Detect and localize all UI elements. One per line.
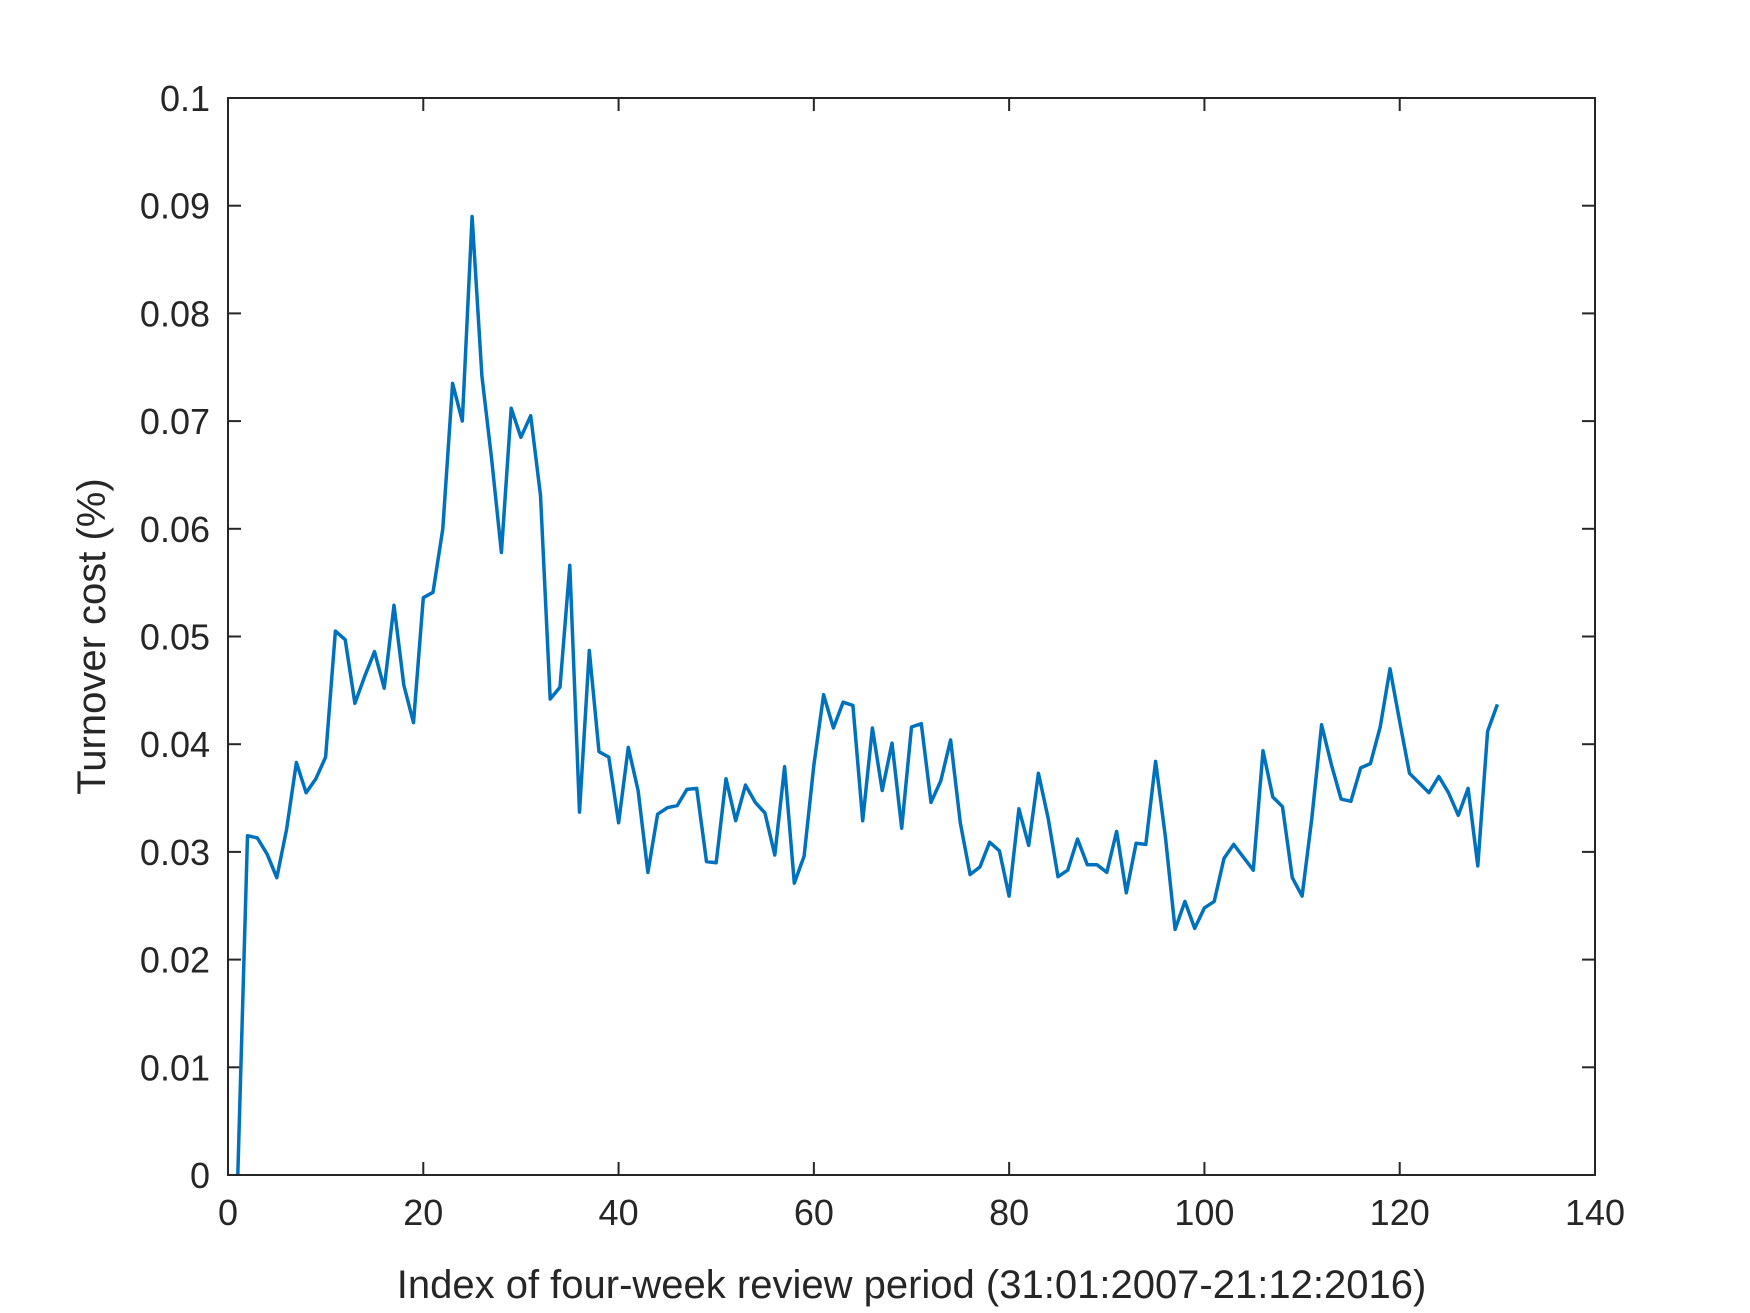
x-axis-label: Index of four-week review period (31:01:… — [397, 1263, 1427, 1307]
y-tick-label: 0.04 — [140, 724, 210, 765]
y-tick-label: 0 — [190, 1155, 210, 1196]
x-tick-label: 100 — [1174, 1192, 1234, 1233]
y-tick-label: 0.1 — [160, 78, 210, 119]
y-tick-label: 0.03 — [140, 832, 210, 873]
x-tick-label: 0 — [218, 1192, 238, 1233]
y-axis-label: Turnover cost (%) — [70, 478, 114, 794]
plot-area-border — [227, 97, 1596, 1176]
x-tick-label: 60 — [794, 1192, 834, 1233]
series-group — [236, 214, 1500, 1176]
x-tick-label: 20 — [403, 1192, 443, 1233]
y-tick-label: 0.07 — [140, 401, 210, 442]
y-tick-label: 0.01 — [140, 1047, 210, 1088]
x-tick-label: 120 — [1370, 1192, 1430, 1233]
series-line-0 — [236, 214, 1500, 1176]
x-tick-label: 80 — [989, 1192, 1029, 1233]
x-tick-label: 40 — [599, 1192, 639, 1233]
y-tick-label: 0.05 — [140, 617, 210, 658]
y-tick-label: 0.09 — [140, 186, 210, 227]
axis-tick-labels: 0 20 40 60 80 100 120 140 0 0.01 0.02 0.03 0.04 0.05 0… — [140, 78, 1625, 1233]
y-tick-label: 0.08 — [140, 293, 210, 334]
y-tick-label: 0.02 — [140, 940, 210, 981]
y-tick-label: 0.06 — [140, 509, 210, 550]
x-tick-label: 140 — [1565, 1192, 1625, 1233]
